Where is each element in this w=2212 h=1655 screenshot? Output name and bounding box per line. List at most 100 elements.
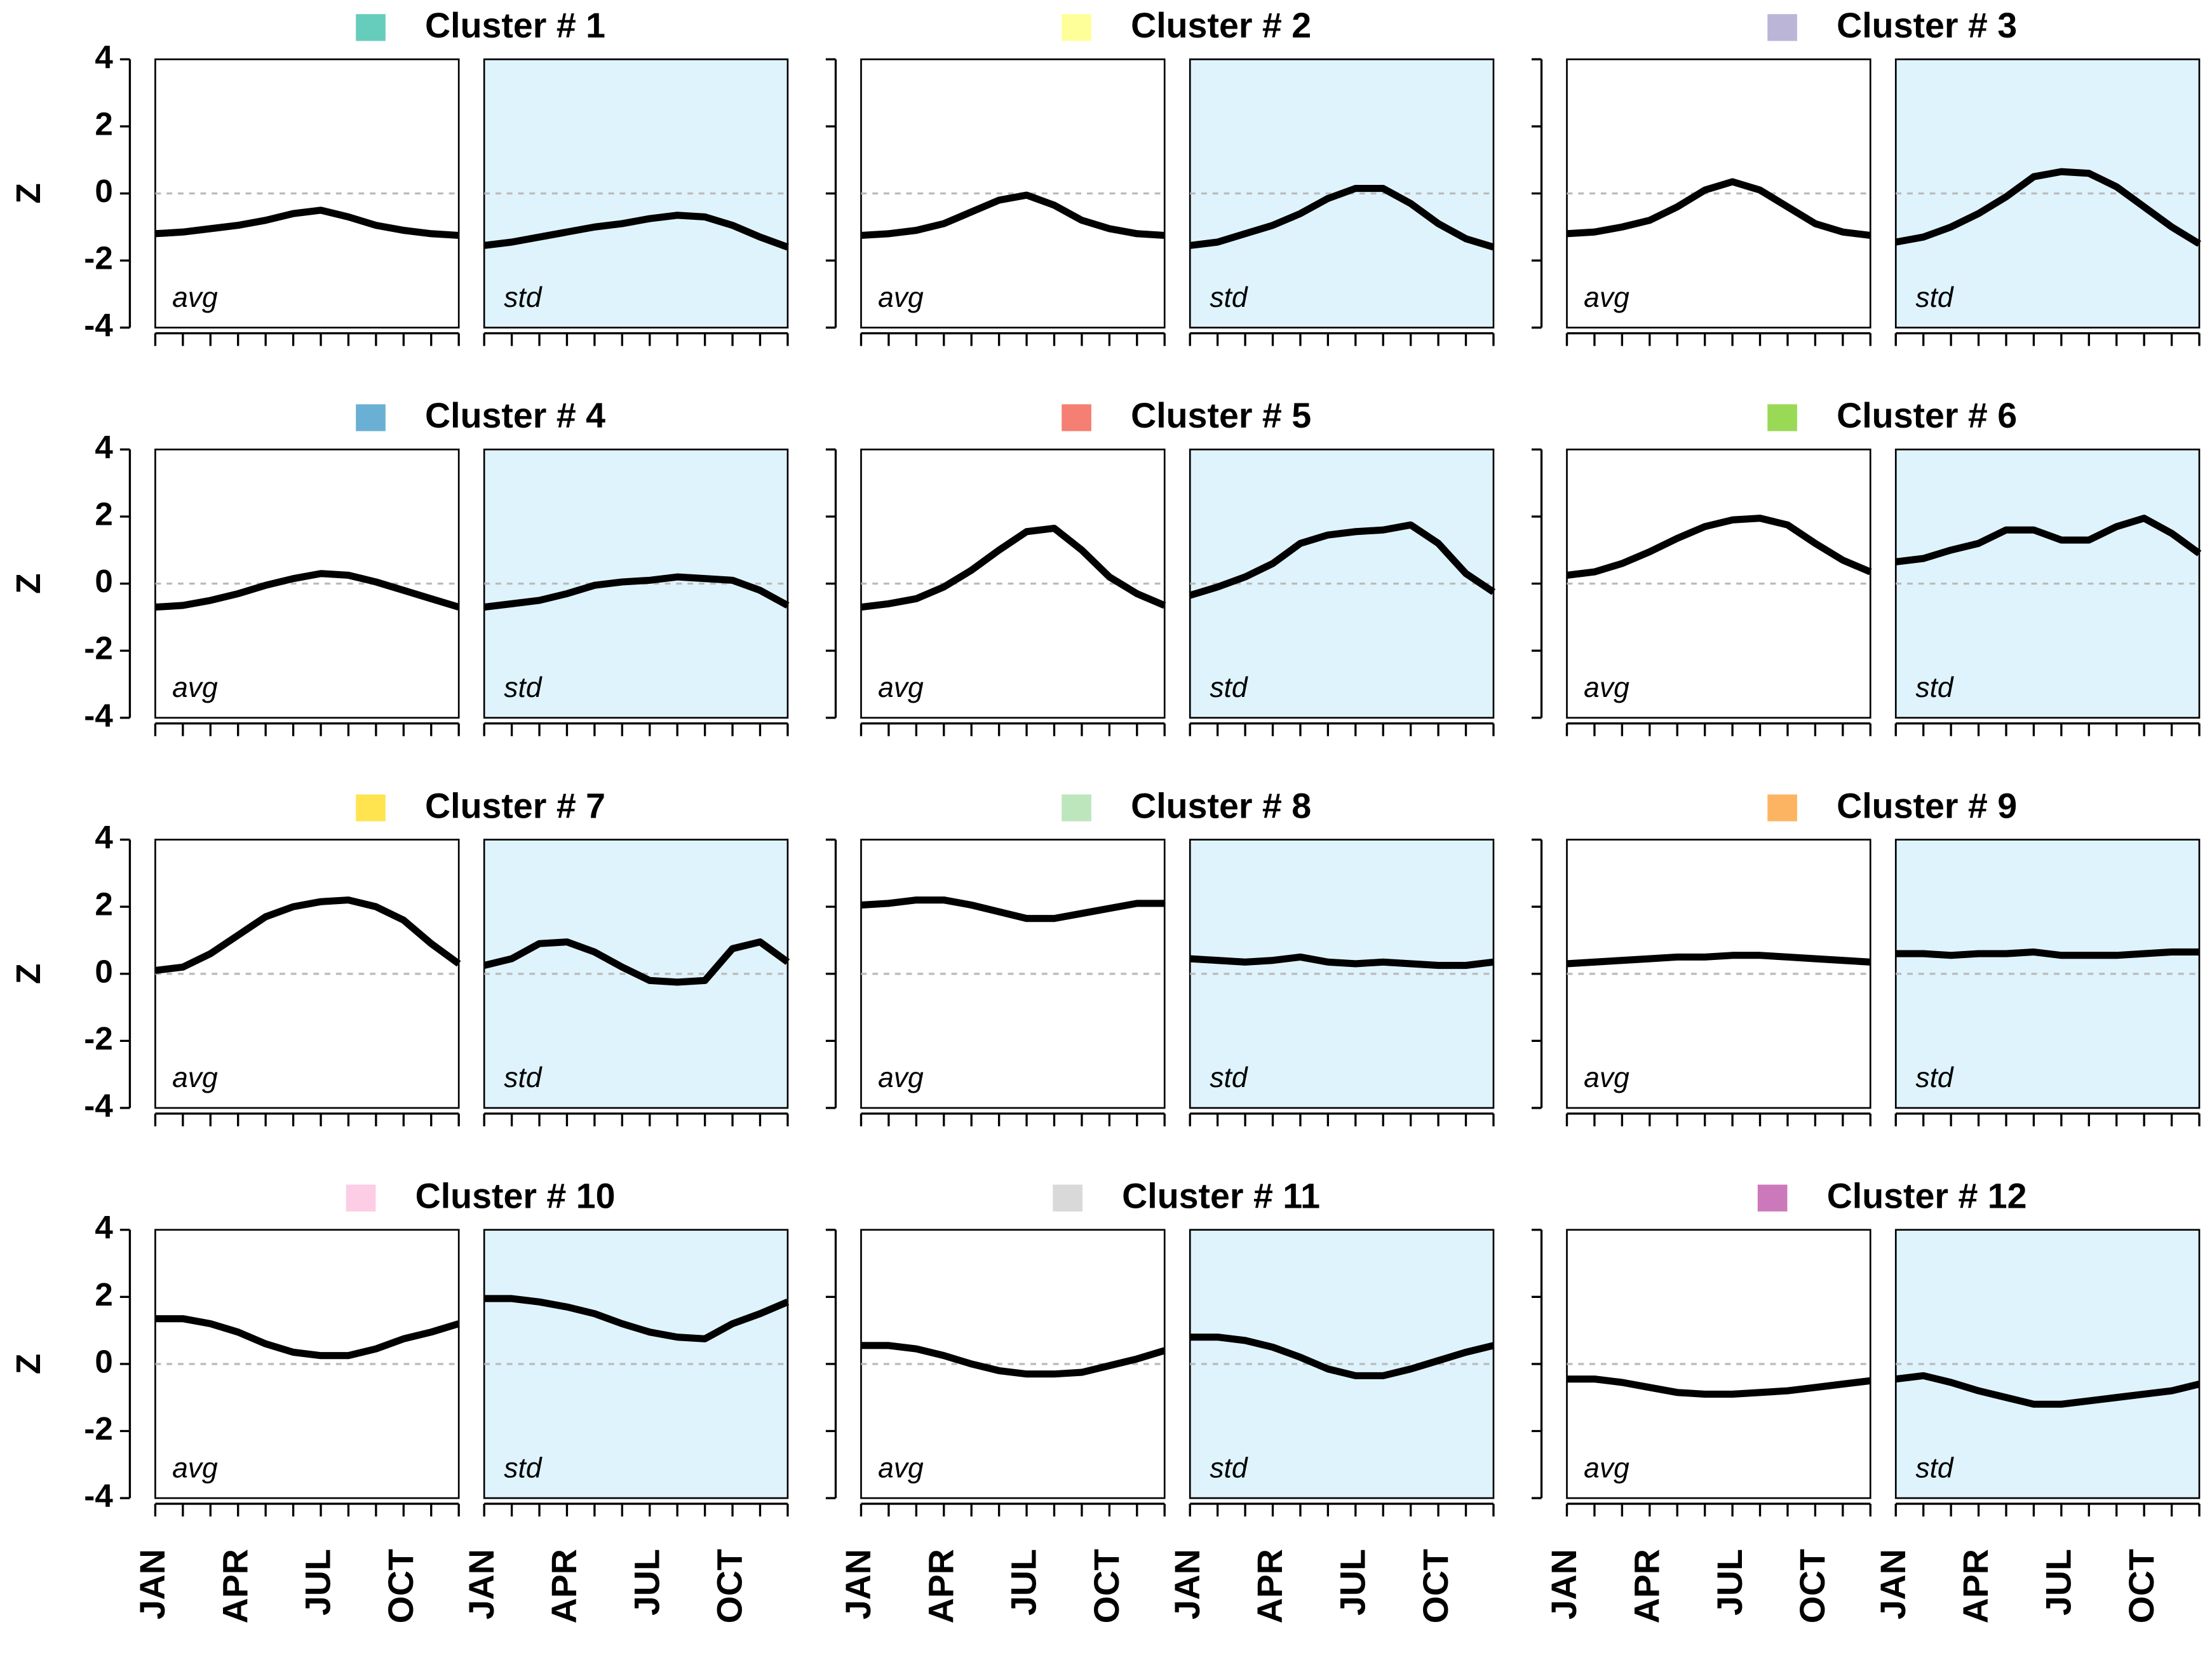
- legend-swatch: [346, 1184, 376, 1212]
- x-tick-label: JAN: [1544, 1549, 1584, 1619]
- x-tick-label: APR: [1250, 1549, 1290, 1623]
- panel-label: std: [1915, 672, 1954, 703]
- x-tick-label: JUL: [1004, 1549, 1044, 1616]
- legend-swatch: [356, 794, 386, 821]
- panel-label: std: [1210, 1452, 1248, 1483]
- panel-label: std: [1210, 672, 1248, 703]
- x-tick-label: OCT: [1416, 1549, 1455, 1623]
- y-tick-label: 2: [95, 105, 112, 142]
- panel-title: Cluster # 7: [425, 786, 605, 825]
- y-tick-label: 2: [95, 1276, 112, 1313]
- legend-swatch: [1757, 1184, 1788, 1212]
- series-line: [1895, 168, 2201, 247]
- series-line: [861, 896, 1165, 922]
- x-tick-label: JAN: [133, 1549, 172, 1619]
- panel-title: Cluster # 8: [1131, 786, 1311, 825]
- x-tick-label: APR: [215, 1549, 255, 1623]
- x-tick-label: APR: [921, 1549, 961, 1623]
- y-axis-label: Z: [10, 963, 48, 984]
- panel-title: Cluster # 9: [1837, 786, 2017, 825]
- panel-label: std: [504, 672, 543, 703]
- panel-label: avg: [172, 282, 218, 313]
- panel-label: avg: [1584, 1452, 1629, 1483]
- panel-title: Cluster # 2: [1131, 6, 1311, 45]
- panel-title: Cluster # 5: [1131, 396, 1311, 435]
- series-line: [155, 206, 459, 240]
- y-tick-label: 0: [95, 563, 112, 599]
- legend-swatch: [1767, 794, 1797, 821]
- x-tick-label: JAN: [1873, 1549, 1913, 1619]
- x-tick-label: APR: [544, 1549, 584, 1623]
- panel-label: avg: [878, 1452, 924, 1483]
- y-tick-label: -2: [84, 1410, 112, 1447]
- y-tick-label: -2: [84, 1020, 112, 1057]
- series-line: [155, 1315, 460, 1360]
- panel-label: avg: [1584, 282, 1629, 313]
- y-tick-label: 2: [95, 886, 112, 922]
- legend-swatch: [1767, 404, 1797, 431]
- panel-label: avg: [1584, 1062, 1629, 1093]
- y-tick-label: -4: [84, 697, 113, 733]
- panel-label: avg: [172, 1062, 218, 1093]
- x-tick-label: APR: [1627, 1549, 1666, 1623]
- panel-label: avg: [172, 672, 218, 703]
- panel-label: std: [1915, 1062, 1954, 1093]
- x-tick-label: JAN: [1168, 1549, 1207, 1619]
- y-tick-label: -4: [84, 1087, 113, 1123]
- series-line: [1189, 953, 1494, 969]
- series-line: [154, 896, 461, 975]
- y-tick-label: 0: [95, 1343, 112, 1379]
- x-tick-label: JUL: [2039, 1549, 2079, 1616]
- panel-title: Cluster # 4: [425, 396, 605, 435]
- y-tick-label: 4: [95, 819, 113, 855]
- panel-label: std: [1915, 282, 1954, 313]
- panel-label: avg: [1584, 672, 1629, 703]
- legend-swatch: [1062, 794, 1091, 821]
- x-tick-label: OCT: [710, 1549, 750, 1623]
- y-tick-label: 2: [95, 496, 112, 532]
- y-axis-label: Z: [10, 183, 48, 204]
- series-line: [861, 191, 1165, 240]
- panel-label: std: [1915, 1452, 1954, 1483]
- x-tick-label: OCT: [381, 1549, 421, 1623]
- y-tick-label: -2: [84, 630, 112, 666]
- x-tick-label: JUL: [299, 1549, 338, 1616]
- panel-label: avg: [172, 1452, 218, 1483]
- series-line: [861, 1342, 1166, 1378]
- y-tick-label: -2: [84, 240, 112, 276]
- y-axis-label: Z: [10, 1354, 48, 1375]
- panel-label: std: [1210, 1062, 1248, 1093]
- x-tick-label: OCT: [2122, 1549, 2161, 1623]
- legend-swatch: [1053, 1184, 1082, 1212]
- series-line: [1896, 948, 2200, 959]
- y-tick-label: 4: [95, 1209, 113, 1245]
- y-tick-label: 0: [95, 953, 112, 989]
- x-tick-label: JUL: [627, 1549, 666, 1616]
- series-line: [155, 570, 460, 611]
- series-line: [1189, 521, 1496, 599]
- y-tick-label: -4: [84, 307, 113, 343]
- y-axis-label: Z: [10, 573, 48, 594]
- x-tick-label: JAN: [462, 1549, 501, 1619]
- series-line: [484, 1295, 790, 1342]
- series-line: [1567, 178, 1871, 240]
- panel-label: std: [1210, 282, 1248, 313]
- series-line: [1895, 515, 2202, 565]
- legend-swatch: [1767, 14, 1797, 41]
- series-line: [1566, 515, 1872, 579]
- panel-label: std: [504, 1062, 543, 1093]
- panel-title: Cluster # 1: [425, 6, 605, 45]
- legend-swatch: [1062, 404, 1091, 431]
- y-tick-label: 0: [95, 173, 112, 209]
- panel-label: avg: [878, 282, 924, 313]
- x-tick-label: OCT: [1087, 1549, 1126, 1623]
- panel-label: std: [504, 1452, 543, 1483]
- panel-title: Cluster # 3: [1837, 6, 2017, 45]
- legend-swatch: [356, 404, 386, 431]
- x-tick-label: JUL: [1710, 1549, 1750, 1616]
- y-tick-label: 4: [95, 429, 113, 465]
- x-tick-label: JAN: [839, 1549, 878, 1619]
- legend-swatch: [1062, 14, 1091, 41]
- series-line: [483, 212, 789, 251]
